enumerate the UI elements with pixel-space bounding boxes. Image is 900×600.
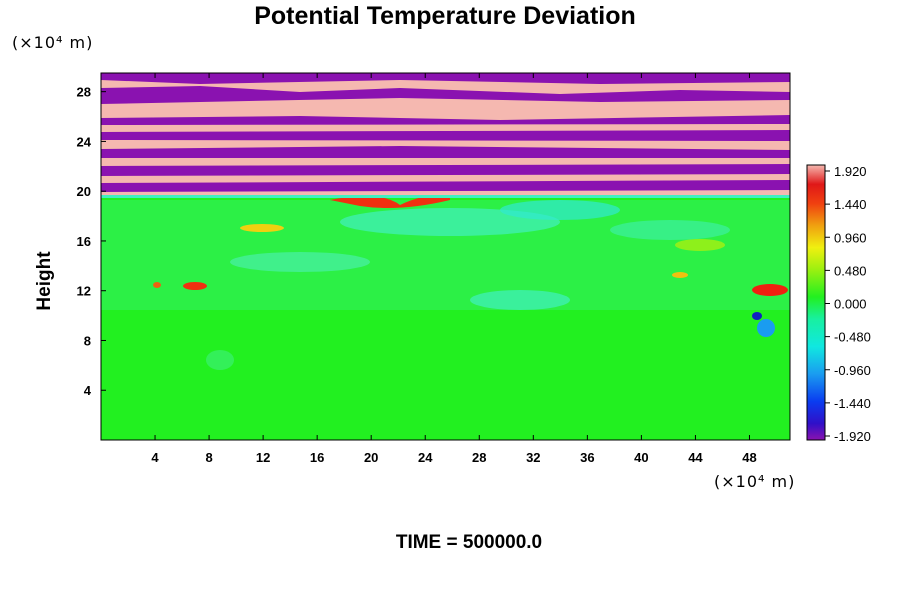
strat-band-4 bbox=[101, 130, 790, 141]
x-tick-label: 40 bbox=[634, 450, 648, 465]
colorbar-label: -1.440 bbox=[834, 396, 871, 411]
colorbar-label: 1.920 bbox=[834, 164, 867, 179]
y-tick-label: 28 bbox=[77, 85, 91, 100]
strat-band-1 bbox=[101, 180, 790, 192]
y-axis-unit: (×10⁴ m) bbox=[12, 33, 94, 52]
x-tick-label: 16 bbox=[310, 450, 324, 465]
colorbar-label: -0.960 bbox=[834, 363, 871, 378]
strat-band-2 bbox=[101, 164, 790, 176]
x-tick-label: 4 bbox=[151, 450, 159, 465]
cyan-patch-2 bbox=[500, 200, 620, 220]
warm-patch-2 bbox=[153, 282, 161, 288]
cyan-patch-4 bbox=[470, 290, 570, 310]
y-tick-label: 20 bbox=[77, 184, 91, 199]
cyan-patch-3 bbox=[230, 252, 370, 272]
colorbar-label: -0.480 bbox=[834, 330, 871, 345]
strat-band-5 bbox=[101, 115, 790, 125]
y-tick-label: 4 bbox=[84, 383, 92, 398]
x-tick-label: 36 bbox=[580, 450, 594, 465]
colorbar-label: 1.440 bbox=[834, 197, 867, 212]
plot-frame bbox=[100, 72, 791, 441]
colorbar-label: 0.000 bbox=[834, 297, 867, 312]
colorbar-label: 0.960 bbox=[834, 230, 867, 245]
heatmap-field bbox=[101, 73, 790, 440]
cold-patch-1 bbox=[757, 319, 775, 337]
cyan-patch-5 bbox=[610, 220, 730, 240]
x-axis-ticks: 4 8 12 16 20 24 28 32 36 40 44 48 bbox=[151, 73, 757, 465]
x-tick-label: 8 bbox=[205, 450, 212, 465]
strat-band-6 bbox=[101, 86, 790, 104]
yellow-patch-1 bbox=[240, 224, 284, 232]
colorbar-label: -1.920 bbox=[834, 429, 871, 444]
cyan-patch-1 bbox=[340, 208, 560, 236]
time-label: TIME = 500000.0 bbox=[395, 532, 543, 553]
chart-title: Potential Temperature Deviation bbox=[254, 2, 636, 30]
strat-band-7 bbox=[101, 73, 790, 84]
y-tick-label: 24 bbox=[77, 134, 92, 149]
x-tick-label: 12 bbox=[256, 450, 270, 465]
x-tick-label: 48 bbox=[742, 450, 756, 465]
x-tick-label: 32 bbox=[526, 450, 540, 465]
y-tick-label: 12 bbox=[77, 284, 91, 299]
warm-patch-3 bbox=[752, 284, 788, 296]
y-tick-label: 16 bbox=[77, 234, 91, 249]
cold-patch-2 bbox=[752, 312, 762, 320]
x-tick-label: 44 bbox=[688, 450, 703, 465]
yellow-patch-2 bbox=[675, 239, 725, 251]
strat-pink-streak bbox=[340, 102, 520, 111]
colorbar bbox=[806, 164, 826, 441]
colorbar-labels: 1.920 1.440 0.960 0.480 0.000 -0.480 -0.960 -1.… bbox=[825, 164, 871, 444]
x-tick-label: 28 bbox=[472, 450, 486, 465]
warm-patch-4 bbox=[672, 272, 688, 278]
faint-patch bbox=[206, 350, 234, 370]
y-axis-ticks: 4 8 12 16 20 24 28 bbox=[77, 85, 106, 398]
x-axis-unit: (×10⁴ m) bbox=[714, 472, 796, 491]
colorbar-label: 0.480 bbox=[834, 263, 867, 278]
y-tick-label: 8 bbox=[84, 333, 91, 348]
x-tick-label: 20 bbox=[364, 450, 378, 465]
warm-patch-1 bbox=[183, 282, 207, 290]
strat-band-3 bbox=[101, 146, 790, 158]
x-tick-label: 24 bbox=[418, 450, 433, 465]
